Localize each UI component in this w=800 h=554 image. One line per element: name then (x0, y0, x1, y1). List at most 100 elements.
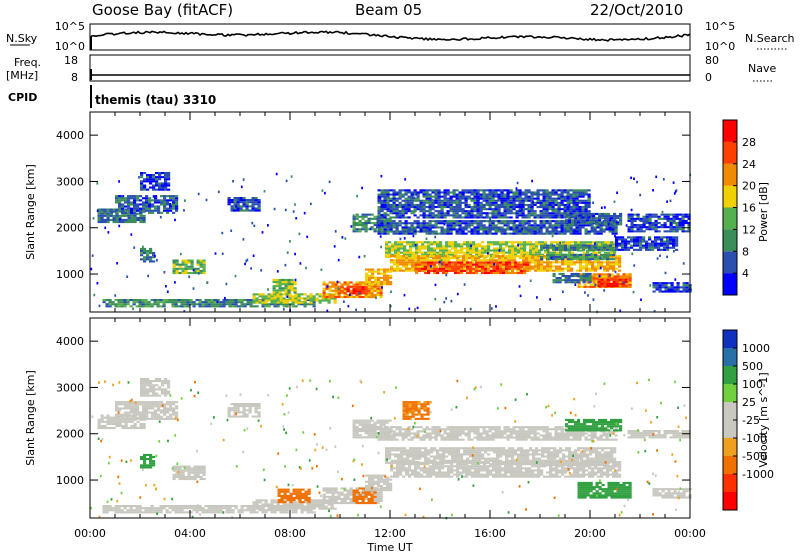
data-cell (239, 209, 243, 212)
data-cell (242, 205, 246, 208)
data-cell (115, 197, 119, 200)
data-cell (616, 275, 620, 278)
data-cell (428, 226, 432, 229)
data-cell (433, 251, 437, 254)
data-cell (498, 255, 502, 258)
data-cell (228, 305, 232, 308)
data-cell (485, 195, 489, 198)
data-cell (487, 253, 491, 256)
data-cell (115, 211, 119, 214)
data-cell (552, 275, 556, 278)
data-cell (407, 201, 411, 204)
data-cell (564, 256, 568, 259)
data-cell (248, 209, 252, 212)
data-cell (174, 281, 176, 284)
data-cell (386, 278, 390, 281)
data-cell (285, 301, 289, 304)
data-cell (427, 253, 431, 256)
data-cell (251, 207, 255, 210)
data-cell (592, 285, 596, 288)
data-cell (97, 418, 101, 421)
data-cell (451, 241, 455, 244)
data-cell (276, 301, 280, 304)
data-cell (289, 240, 291, 243)
data-cell (518, 232, 522, 235)
data-cell (358, 296, 362, 299)
data-cell (621, 240, 625, 243)
data-cell (670, 286, 674, 289)
data-cell (270, 301, 274, 304)
data-cell (603, 248, 607, 251)
data-cell (166, 203, 170, 206)
data-cell (279, 293, 283, 296)
data-cell (600, 248, 604, 251)
data-cell (505, 243, 509, 246)
data-cell (376, 289, 380, 292)
data-cell (588, 269, 592, 272)
data-cell (166, 209, 170, 212)
data-cell (434, 201, 438, 204)
data-cell (564, 263, 568, 266)
data-cell (663, 217, 667, 220)
data-cell (493, 265, 497, 268)
data-cell (264, 299, 268, 302)
data-cell (509, 226, 513, 229)
data-cell (96, 182, 99, 185)
data-cell (506, 199, 510, 202)
data-cell (614, 270, 617, 274)
data-cell (450, 257, 454, 260)
data-cell (648, 226, 652, 229)
data-cell (149, 258, 153, 261)
data-cell (464, 212, 468, 215)
data-cell (606, 265, 610, 268)
data-cell (364, 293, 368, 296)
data-cell (540, 259, 544, 262)
data-cell (443, 193, 447, 196)
data-cell (389, 228, 393, 231)
data-cell (458, 214, 462, 217)
data-cell (337, 287, 340, 290)
data-cell (423, 257, 427, 260)
data-cell (579, 244, 583, 247)
data-cell (181, 259, 185, 262)
data-cell (393, 261, 397, 264)
data-cell (404, 212, 408, 215)
data-cell (604, 219, 608, 222)
data-cell (461, 208, 465, 211)
data-cell (222, 301, 226, 304)
data-cell (672, 217, 676, 220)
data-cell (580, 249, 584, 252)
data-cell (158, 184, 162, 187)
data-cell (520, 251, 524, 254)
data-cell (404, 193, 408, 196)
data-cell (562, 241, 566, 244)
data-cell (158, 188, 162, 191)
data-cell (476, 222, 480, 225)
data-cell (514, 251, 518, 254)
data-cell (201, 301, 205, 304)
data-cell (609, 267, 613, 270)
data-cell (681, 224, 685, 227)
data-cell (589, 221, 593, 224)
data-cell (618, 255, 622, 258)
data-cell (581, 206, 585, 209)
data-cell (228, 303, 232, 306)
data-cell (630, 176, 632, 180)
data-cell (606, 258, 610, 261)
data-cell (172, 211, 176, 214)
data-cell (592, 219, 596, 222)
data-cell (358, 215, 362, 218)
data-cell (112, 216, 116, 219)
data-cell (639, 240, 643, 243)
data-cell (379, 291, 383, 294)
data-cell (431, 232, 435, 235)
data-cell (515, 187, 518, 190)
data-cell (377, 228, 381, 231)
data-cell (454, 249, 458, 252)
data-cell (499, 269, 503, 272)
data-cell (151, 407, 155, 410)
data-cell (658, 282, 662, 285)
data-cell (630, 246, 634, 249)
data-cell (549, 265, 553, 268)
data-cell (521, 230, 525, 233)
